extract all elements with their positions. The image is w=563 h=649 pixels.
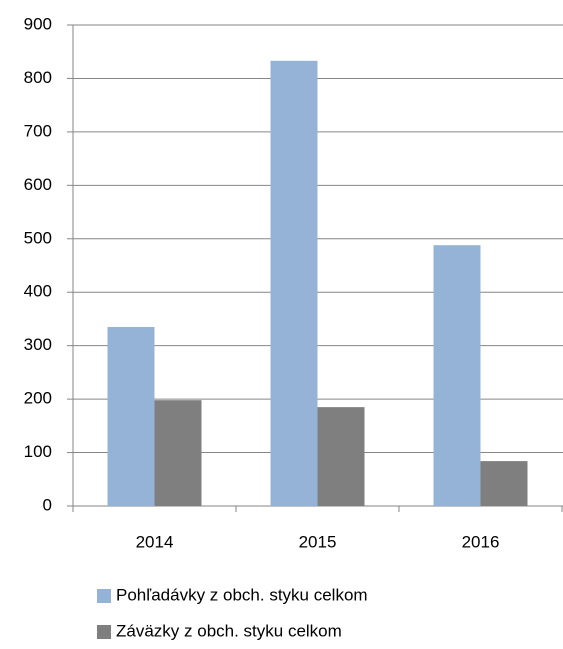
y-tick-label: 900 [24, 14, 52, 33]
bar [317, 407, 365, 506]
y-tick-label: 100 [24, 442, 52, 461]
bar [107, 326, 155, 506]
x-tick-label: 2015 [299, 532, 337, 551]
legend-label: Záväzky z obch. styku celkom [116, 621, 342, 640]
bar [480, 461, 528, 506]
y-tick-label: 400 [24, 282, 52, 301]
bar [433, 245, 481, 507]
y-tick-label: 600 [24, 175, 52, 194]
x-tick-label: 2016 [462, 532, 500, 551]
y-tick-label: 200 [24, 389, 52, 408]
legend-swatch [97, 625, 111, 639]
bar [154, 400, 202, 506]
legend-label: Pohľadávky z obch. styku celkom [116, 585, 368, 604]
y-tick-label: 0 [43, 495, 52, 514]
y-tick-label: 300 [24, 335, 52, 354]
y-tick-label: 700 [24, 121, 52, 140]
legend-swatch [97, 589, 111, 603]
y-tick-label: 500 [24, 228, 52, 247]
y-tick-label: 800 [24, 68, 52, 87]
bar [270, 60, 318, 507]
x-tick-label: 2014 [136, 532, 174, 551]
